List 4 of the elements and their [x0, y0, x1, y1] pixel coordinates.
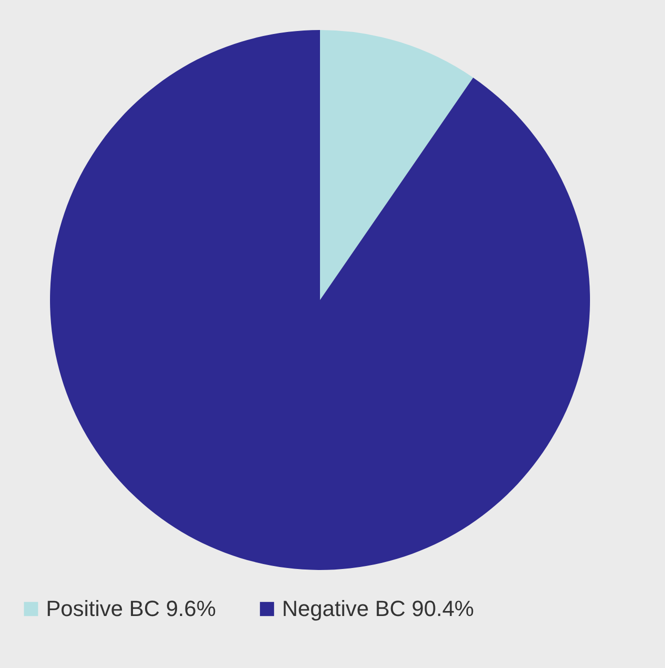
legend-label: Positive BC 9.6%: [46, 596, 216, 621]
legend-label: Negative BC 90.4%: [282, 596, 474, 621]
pie-slice: [50, 30, 590, 570]
pie-slice: [320, 30, 474, 300]
